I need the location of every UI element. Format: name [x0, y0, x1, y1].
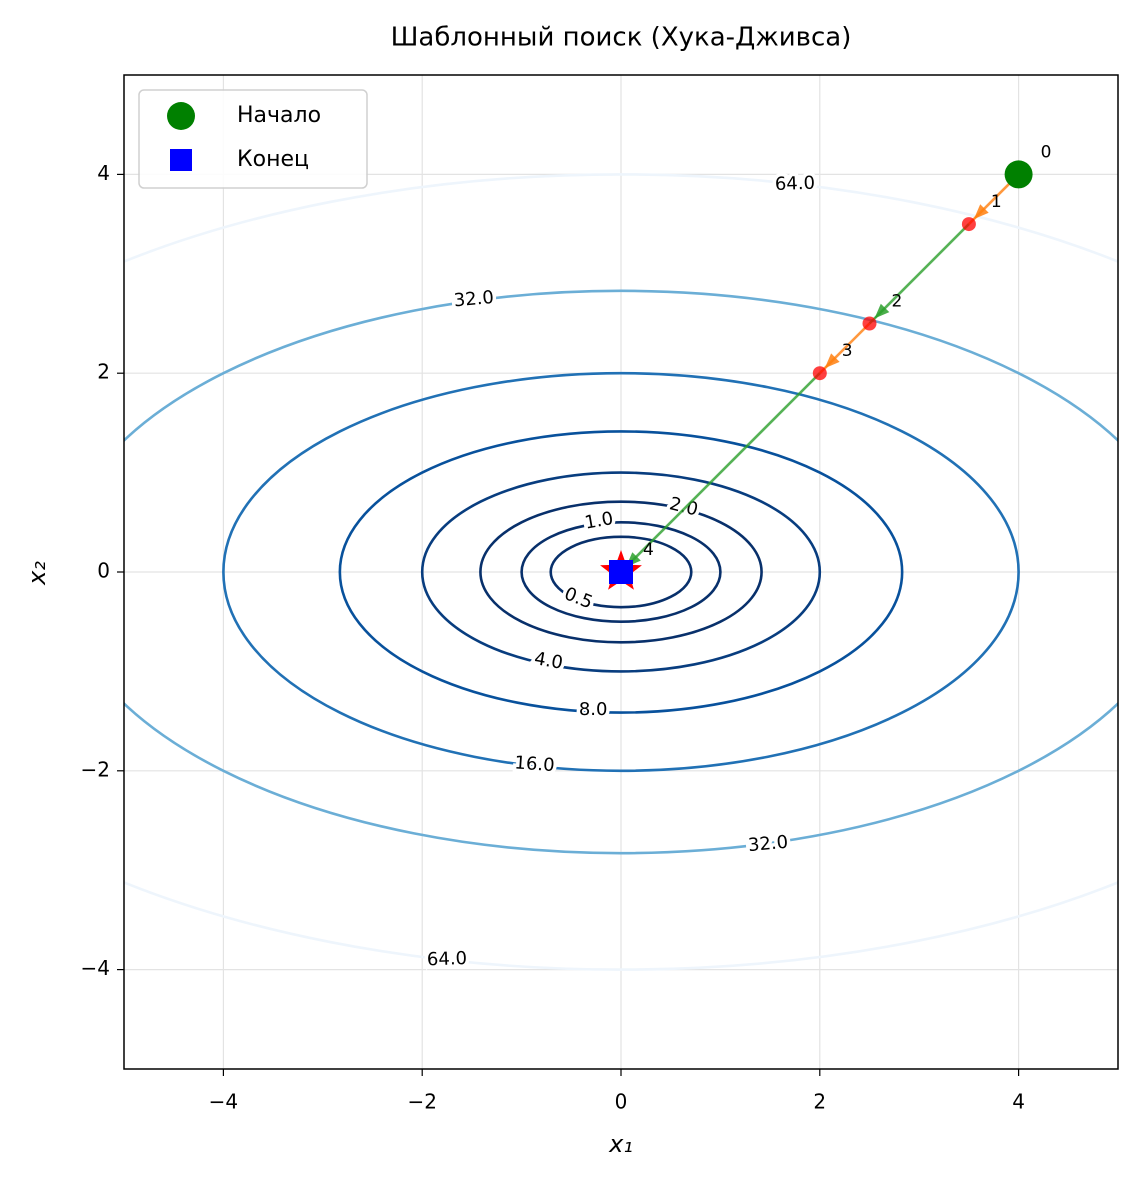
contour-line — [520, 520, 722, 623]
contour-line — [124, 289, 1118, 855]
y-axis-label: x₂ — [23, 561, 51, 586]
x-tick-label: −4 — [209, 1090, 238, 1114]
move-line — [868, 223, 970, 325]
start-marker — [1004, 160, 1033, 189]
move-arrow — [824, 353, 840, 369]
legend-label: Конец — [237, 147, 309, 172]
step-label: 3 — [842, 341, 853, 361]
x-tick-label: 0 — [615, 1090, 628, 1114]
end-marker — [609, 560, 633, 584]
move-arrow — [874, 303, 890, 319]
path-point — [961, 217, 976, 232]
contour-line — [420, 471, 822, 673]
legend: Начало Конец — [138, 89, 368, 189]
x-tick-label: −2 — [407, 1090, 436, 1114]
contour-label: 16.0 — [514, 752, 555, 776]
contour-line — [549, 535, 693, 609]
contour-label: 64.0 — [775, 173, 816, 195]
step-label: 2 — [892, 292, 903, 312]
ticks: −4 −2 0 2 4 −4 −2 0 2 4 — [81, 161, 1025, 1114]
contour-label: 8.0 — [579, 699, 608, 720]
contour-label: 32.0 — [453, 287, 495, 311]
y-tick-label: 4 — [97, 161, 110, 185]
contour-line — [222, 371, 1020, 773]
step-label: 1 — [991, 192, 1002, 212]
legend-box — [138, 89, 368, 189]
chart-title: Шаблонный поиск (Хука-Дживса) — [391, 23, 852, 53]
x-axis-label: x₁ — [608, 1130, 633, 1158]
y-tick-label: 0 — [97, 559, 110, 583]
contour-label: 32.0 — [747, 832, 789, 856]
step-label: 0 — [1041, 142, 1052, 162]
path-point — [812, 366, 827, 381]
y-tick-label: 2 — [97, 360, 110, 384]
contour-line — [479, 500, 763, 644]
y-tick-label: −4 — [81, 956, 110, 980]
contour-line — [338, 430, 904, 714]
contour-label: 64.0 — [427, 948, 468, 970]
step-label: 4 — [643, 540, 654, 560]
move-arrow — [973, 204, 989, 220]
path-point — [862, 316, 877, 331]
legend-marker — [170, 149, 192, 171]
legend-label: Начало — [237, 103, 321, 128]
legend-marker — [167, 102, 195, 130]
move-line — [620, 372, 821, 573]
x-tick-label: 2 — [813, 1090, 826, 1114]
x-tick-label: 4 — [1012, 1090, 1025, 1114]
y-tick-label: −2 — [81, 757, 110, 781]
contour-line — [124, 173, 1118, 971]
